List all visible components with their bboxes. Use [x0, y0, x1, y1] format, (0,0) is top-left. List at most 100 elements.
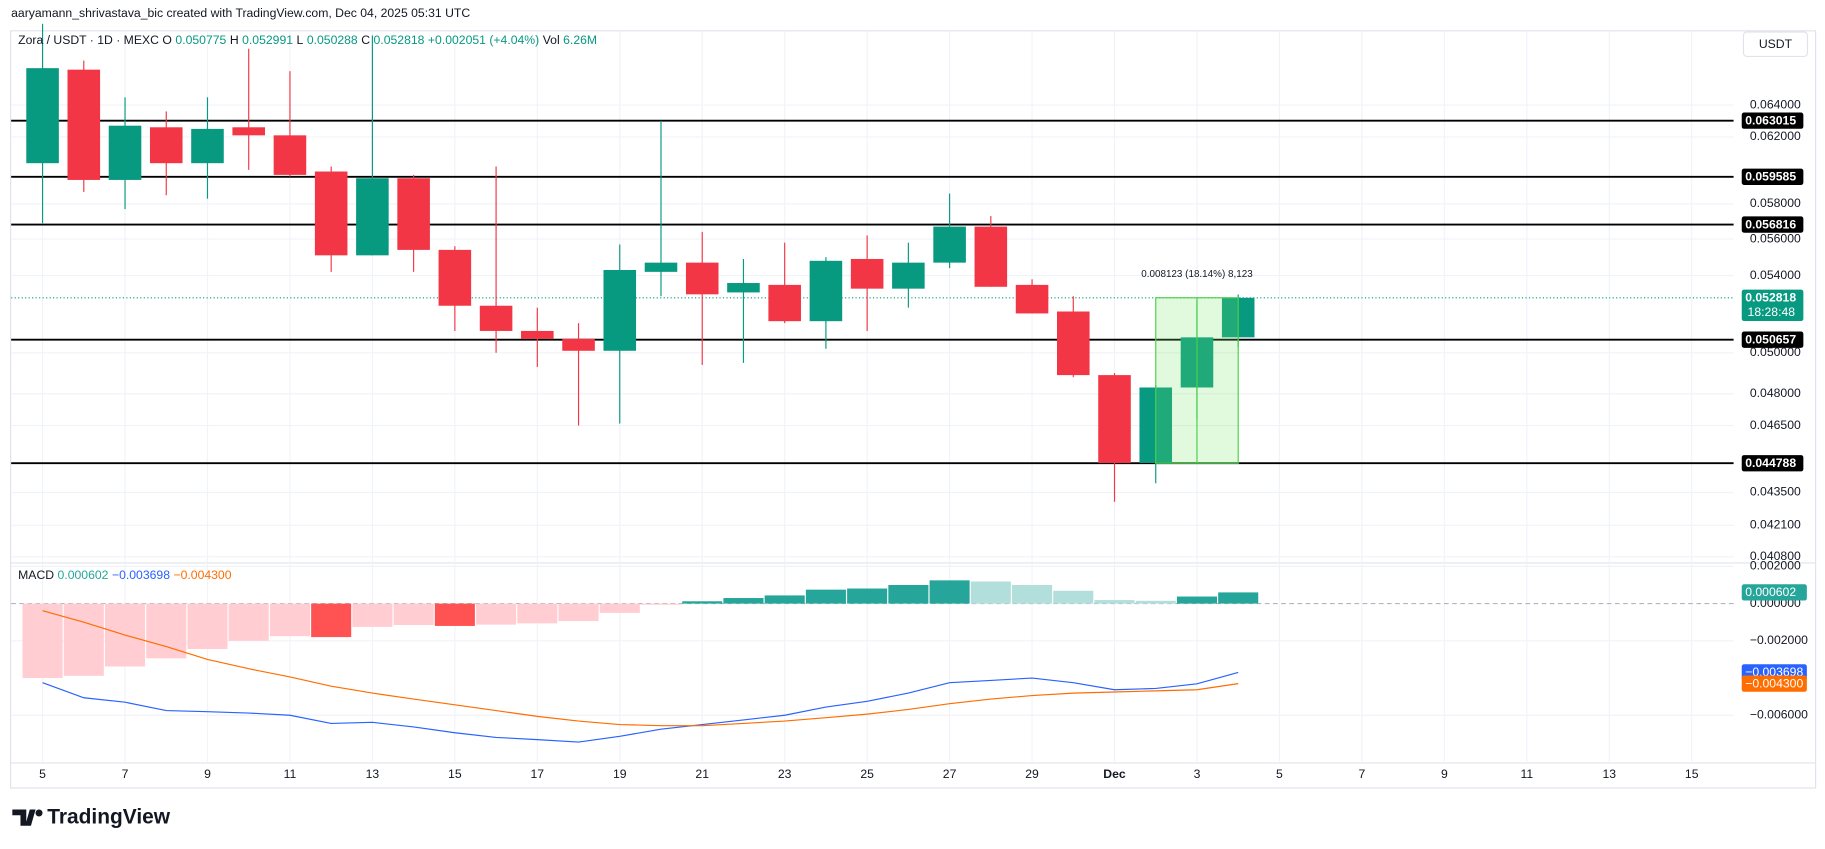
x-tick-label: 9 — [204, 767, 211, 781]
candle-body — [933, 226, 966, 263]
candle-body — [685, 262, 719, 295]
macd-histogram-bar — [352, 603, 393, 627]
x-tick-label: 25 — [860, 767, 874, 781]
last-price-label: 0.052818 — [1745, 291, 1796, 305]
y-tick-label: 0.046500 — [1750, 418, 1801, 432]
x-tick-label: 11 — [1520, 767, 1533, 781]
candle-body — [149, 127, 183, 164]
x-tick-label: 21 — [695, 767, 709, 781]
logo: TradingView — [12, 806, 171, 829]
candle-body — [314, 171, 348, 256]
level-label-box — [1741, 112, 1804, 129]
x-tick-label: 15 — [448, 767, 462, 781]
macd-legend-value: −0.003698 — [112, 568, 170, 582]
legend-key: Vol — [543, 33, 560, 47]
candle-body — [727, 283, 760, 293]
currency-label[interactable]: USDT — [1759, 37, 1793, 51]
macd-value-box — [1741, 675, 1807, 692]
macd-histogram-bar — [847, 588, 888, 604]
macd-histogram-bar — [640, 603, 682, 605]
legend-key: C — [361, 33, 370, 47]
x-tick-label: 15 — [1685, 767, 1699, 781]
macd-line — [42, 610, 1239, 727]
macd-legend-value: −0.004300 — [173, 568, 231, 582]
candle-body — [67, 69, 101, 180]
legend-value: 0.052991 — [242, 33, 293, 47]
legend-value: 0.052818 — [374, 33, 425, 47]
macd-histogram-bar — [146, 603, 187, 659]
candle-body — [974, 226, 1008, 287]
macd-legend-value: 0.000602 — [58, 568, 109, 582]
candle-body — [397, 178, 430, 250]
x-tick-label: 3 — [1194, 767, 1201, 781]
macd-value-label: 0.000602 — [1745, 585, 1796, 599]
logo-text: TradingView — [47, 806, 171, 829]
candle-body — [273, 135, 307, 175]
candle-body — [521, 330, 554, 339]
y-tick-label: 0.002000 — [1750, 559, 1801, 573]
candle-body — [850, 258, 884, 289]
x-tick-label: 29 — [1025, 767, 1039, 781]
candle-body — [562, 338, 595, 351]
y-tick-label: 0.058000 — [1750, 196, 1801, 210]
level-label-box — [1741, 216, 1804, 233]
x-tick-label: 9 — [1441, 767, 1448, 781]
macd-histogram-bar — [311, 603, 352, 638]
legend-key: L — [297, 33, 304, 47]
y-tick-label: 0.056000 — [1750, 231, 1801, 245]
x-tick-label: 11 — [284, 767, 297, 781]
macd-histogram-bar — [682, 601, 723, 604]
macd-value-label: −0.004300 — [1745, 676, 1803, 690]
x-tick-label: 13 — [366, 767, 380, 781]
candle-body — [892, 262, 925, 289]
candle-body — [232, 127, 265, 136]
y-tick-label: 0.050000 — [1750, 345, 1801, 359]
level-label: 0.044788 — [1745, 456, 1796, 470]
y-tick-label: 0.064000 — [1750, 97, 1801, 111]
macd-histogram-bar — [228, 603, 269, 641]
candle-body — [768, 284, 801, 322]
candle-body — [1057, 311, 1090, 376]
macd-histogram-bar — [393, 603, 434, 626]
x-tick-label: 7 — [122, 767, 129, 781]
macd-histogram-bar — [269, 603, 310, 637]
macd-histogram-bar — [434, 603, 475, 626]
candle-body — [356, 178, 389, 256]
legend-value: 0.050775 — [175, 33, 226, 47]
candle-body — [1015, 284, 1049, 314]
legend-change: +0.002051 (+4.04%) — [428, 33, 539, 47]
candle-body — [644, 262, 678, 272]
candle-body — [26, 68, 59, 164]
legend-key: O — [162, 33, 171, 47]
macd-line — [42, 671, 1239, 743]
macd-histogram-bar — [1218, 592, 1259, 604]
x-tick-label: 23 — [778, 767, 792, 781]
macd-histogram-bar — [1135, 600, 1176, 604]
currency-button[interactable] — [1742, 31, 1809, 57]
y-tick-label: 0.048000 — [1750, 386, 1801, 400]
candle-body — [603, 270, 637, 351]
chart-frame — [10, 30, 1817, 789]
measure-label: 0.008123 (18.14%) 8,123 — [1141, 269, 1253, 280]
level-label-box — [1741, 455, 1804, 472]
countdown-label: 18:28:48 — [1748, 305, 1796, 319]
y-tick-label: 0.054000 — [1750, 268, 1801, 282]
y-tick-label: 0.040800 — [1750, 549, 1801, 563]
x-tick-label: 7 — [1358, 767, 1365, 781]
symbol: Zora / USDT · 1D · MEXC — [18, 33, 159, 47]
attribution: aaryamann_shrivastava_bic created with T… — [11, 6, 470, 20]
y-tick-label: 0.043500 — [1750, 485, 1801, 499]
macd-value-box — [1741, 584, 1807, 601]
level-label: 0.063015 — [1745, 113, 1796, 127]
level-label-box — [1741, 168, 1804, 185]
macd-histogram-bar — [723, 598, 764, 604]
macd-histogram-bar — [1094, 600, 1135, 604]
legend-key: H — [230, 33, 239, 47]
x-tick-label: 27 — [943, 767, 957, 781]
macd-histogram-bar — [764, 595, 805, 604]
legend-value: 6.26M — [563, 33, 597, 47]
macd-histogram-bar — [1012, 584, 1053, 604]
x-tick-label: 17 — [531, 767, 545, 781]
